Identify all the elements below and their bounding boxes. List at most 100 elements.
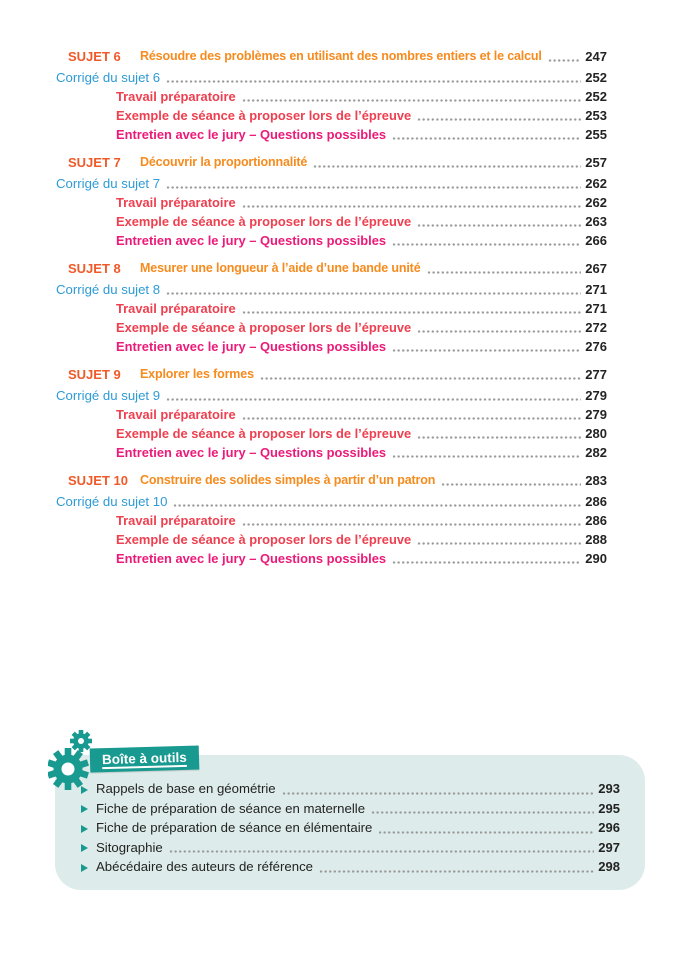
entry-label: Exemple de séance à proposer lors de l’é… bbox=[116, 320, 412, 335]
toolbox-entry-row: Sitographie 297 bbox=[81, 838, 620, 858]
page-number: 262 bbox=[585, 176, 607, 191]
toc-entry-row: Travail préparatoire 262 bbox=[56, 193, 607, 212]
dotted-leader bbox=[417, 223, 582, 228]
toc-entry-row: Corrigé du sujet 6 252 bbox=[56, 68, 607, 87]
toolbox-list: Rappels de base en géométrie 293 Fiche d… bbox=[81, 779, 620, 877]
entry-label: Corrigé du sujet 7 bbox=[56, 176, 161, 191]
entry-label: Travail préparatoire bbox=[116, 89, 236, 104]
toc-entry-row: Entretien avec le jury – Questions possi… bbox=[56, 549, 607, 568]
page-number: 271 bbox=[585, 301, 607, 316]
page-number: 271 bbox=[585, 282, 607, 297]
entry-label: Travail préparatoire bbox=[116, 513, 236, 528]
subject-label: SUJET 7 bbox=[68, 155, 121, 170]
page-number: 253 bbox=[585, 108, 607, 123]
dotted-leader bbox=[441, 482, 582, 487]
page-number: 293 bbox=[598, 781, 620, 796]
entry-label: Exemple de séance à proposer lors de l’é… bbox=[116, 214, 412, 229]
toc-entry-row: Travail préparatoire 279 bbox=[56, 405, 607, 424]
page-number: 263 bbox=[585, 214, 607, 229]
toolbox-entry-label: Sitographie bbox=[96, 839, 163, 855]
page-number: 279 bbox=[585, 407, 607, 422]
page-number: 290 bbox=[585, 551, 607, 566]
toolbox-entry-row: Fiche de préparation de séance en élémen… bbox=[81, 818, 620, 838]
toolbox-box: Rappels de base en géométrie 293 Fiche d… bbox=[55, 755, 645, 890]
toc-sections: SUJET 6 Résoudre des problèmes en utilis… bbox=[56, 47, 607, 577]
toc-section: SUJET 9 Explorer les formes 277 Corrigé … bbox=[56, 365, 607, 462]
dotted-leader bbox=[168, 849, 595, 855]
page-number: 297 bbox=[598, 839, 620, 855]
dotted-leader bbox=[417, 117, 582, 122]
dotted-leader bbox=[392, 454, 582, 459]
toolbox-entry-row: Rappels de base en géométrie 293 bbox=[81, 779, 620, 799]
entry-label: Entretien avec le jury – Questions possi… bbox=[116, 551, 387, 566]
page-number: 282 bbox=[585, 445, 607, 460]
page-number: 252 bbox=[585, 89, 607, 104]
page-number: 280 bbox=[585, 426, 607, 441]
toolbox-badge: Boîte à outils bbox=[89, 745, 200, 773]
page-number: 277 bbox=[585, 367, 607, 382]
toc-entry-row: Entretien avec le jury – Questions possi… bbox=[56, 337, 607, 356]
dotted-leader bbox=[313, 164, 582, 169]
dotted-leader bbox=[426, 270, 582, 275]
toc-section: SUJET 10 Construire des solides simples … bbox=[56, 471, 607, 568]
toolbox-entry-row: Fiche de préparation de séance en matern… bbox=[81, 799, 620, 819]
page-number: 286 bbox=[585, 494, 607, 509]
toc-entry-row: Exemple de séance à proposer lors de l’é… bbox=[56, 318, 607, 337]
page-number: 286 bbox=[585, 513, 607, 528]
dotted-leader bbox=[319, 868, 595, 874]
triangle-bullet-icon bbox=[81, 844, 88, 853]
page-number: 257 bbox=[585, 155, 607, 170]
entry-label: Travail préparatoire bbox=[116, 407, 236, 422]
toolbox-entry-label: Abécédaire des auteurs de référence bbox=[96, 859, 314, 875]
page-number: 255 bbox=[585, 127, 607, 142]
triangle-bullet-icon bbox=[81, 785, 88, 794]
page-number: 252 bbox=[585, 70, 607, 85]
toc-entry-row: Corrigé du sujet 7 262 bbox=[56, 174, 607, 193]
dotted-leader bbox=[241, 98, 582, 103]
dotted-leader bbox=[241, 310, 582, 315]
dotted-leader bbox=[173, 503, 582, 508]
dotted-leader bbox=[166, 397, 582, 402]
page-number: 288 bbox=[585, 532, 607, 547]
page-number: 272 bbox=[585, 320, 607, 335]
dotted-leader bbox=[166, 185, 582, 190]
toolbox-entry-row: Abécédaire des auteurs de référence 298 bbox=[81, 857, 620, 877]
toc-entry-row: Travail préparatoire 286 bbox=[56, 511, 607, 530]
subject-title: Construire des solides simples à partir … bbox=[140, 473, 436, 487]
entry-label: Exemple de séance à proposer lors de l’é… bbox=[116, 532, 412, 547]
dotted-leader bbox=[166, 291, 582, 296]
dotted-leader bbox=[417, 329, 582, 334]
toc-entry-row: Exemple de séance à proposer lors de l’é… bbox=[56, 106, 607, 125]
triangle-bullet-icon bbox=[81, 824, 88, 833]
toc-entry-row: Travail préparatoire 271 bbox=[56, 299, 607, 318]
dotted-leader bbox=[392, 560, 582, 565]
entry-label: Corrigé du sujet 10 bbox=[56, 494, 168, 509]
dotted-leader bbox=[392, 136, 582, 141]
triangle-bullet-icon bbox=[81, 805, 88, 814]
page-number: 298 bbox=[598, 859, 620, 875]
entry-label: Entretien avec le jury – Questions possi… bbox=[116, 127, 387, 142]
subject-label: SUJET 10 bbox=[68, 473, 128, 488]
page-number: 262 bbox=[585, 195, 607, 210]
toc-section: SUJET 7 Découvrir la proportionnalité 25… bbox=[56, 153, 607, 250]
toolbox-entry-label: Fiche de préparation de séance en matern… bbox=[96, 800, 366, 816]
page-number: 283 bbox=[585, 473, 607, 488]
subject-row: SUJET 9 Explorer les formes 277 bbox=[56, 365, 607, 384]
subject-label: SUJET 6 bbox=[68, 49, 121, 64]
page-number: 295 bbox=[598, 800, 620, 816]
subject-row: SUJET 6 Résoudre des problèmes en utilis… bbox=[56, 47, 607, 66]
toc-entry-row: Corrigé du sujet 10 286 bbox=[56, 492, 607, 511]
dotted-leader bbox=[392, 242, 582, 247]
toolbox-entry-label: Fiche de préparation de séance en élémen… bbox=[96, 820, 373, 836]
page-number: 279 bbox=[585, 388, 607, 403]
toc-section: SUJET 6 Résoudre des problèmes en utilis… bbox=[56, 47, 607, 144]
page-number: 267 bbox=[585, 261, 607, 276]
toolbox-badge-label: Boîte à outils bbox=[101, 749, 187, 768]
toc-entry-row: Entretien avec le jury – Questions possi… bbox=[56, 125, 607, 144]
toc-entry-row: Travail préparatoire 252 bbox=[56, 87, 607, 106]
dotted-leader bbox=[547, 58, 582, 63]
subject-title: Mesurer une longueur à l’aide d’une band… bbox=[140, 261, 421, 275]
toc-entry-row: Exemple de séance à proposer lors de l’é… bbox=[56, 424, 607, 443]
entry-label: Travail préparatoire bbox=[116, 195, 236, 210]
triangle-bullet-icon bbox=[81, 863, 88, 872]
